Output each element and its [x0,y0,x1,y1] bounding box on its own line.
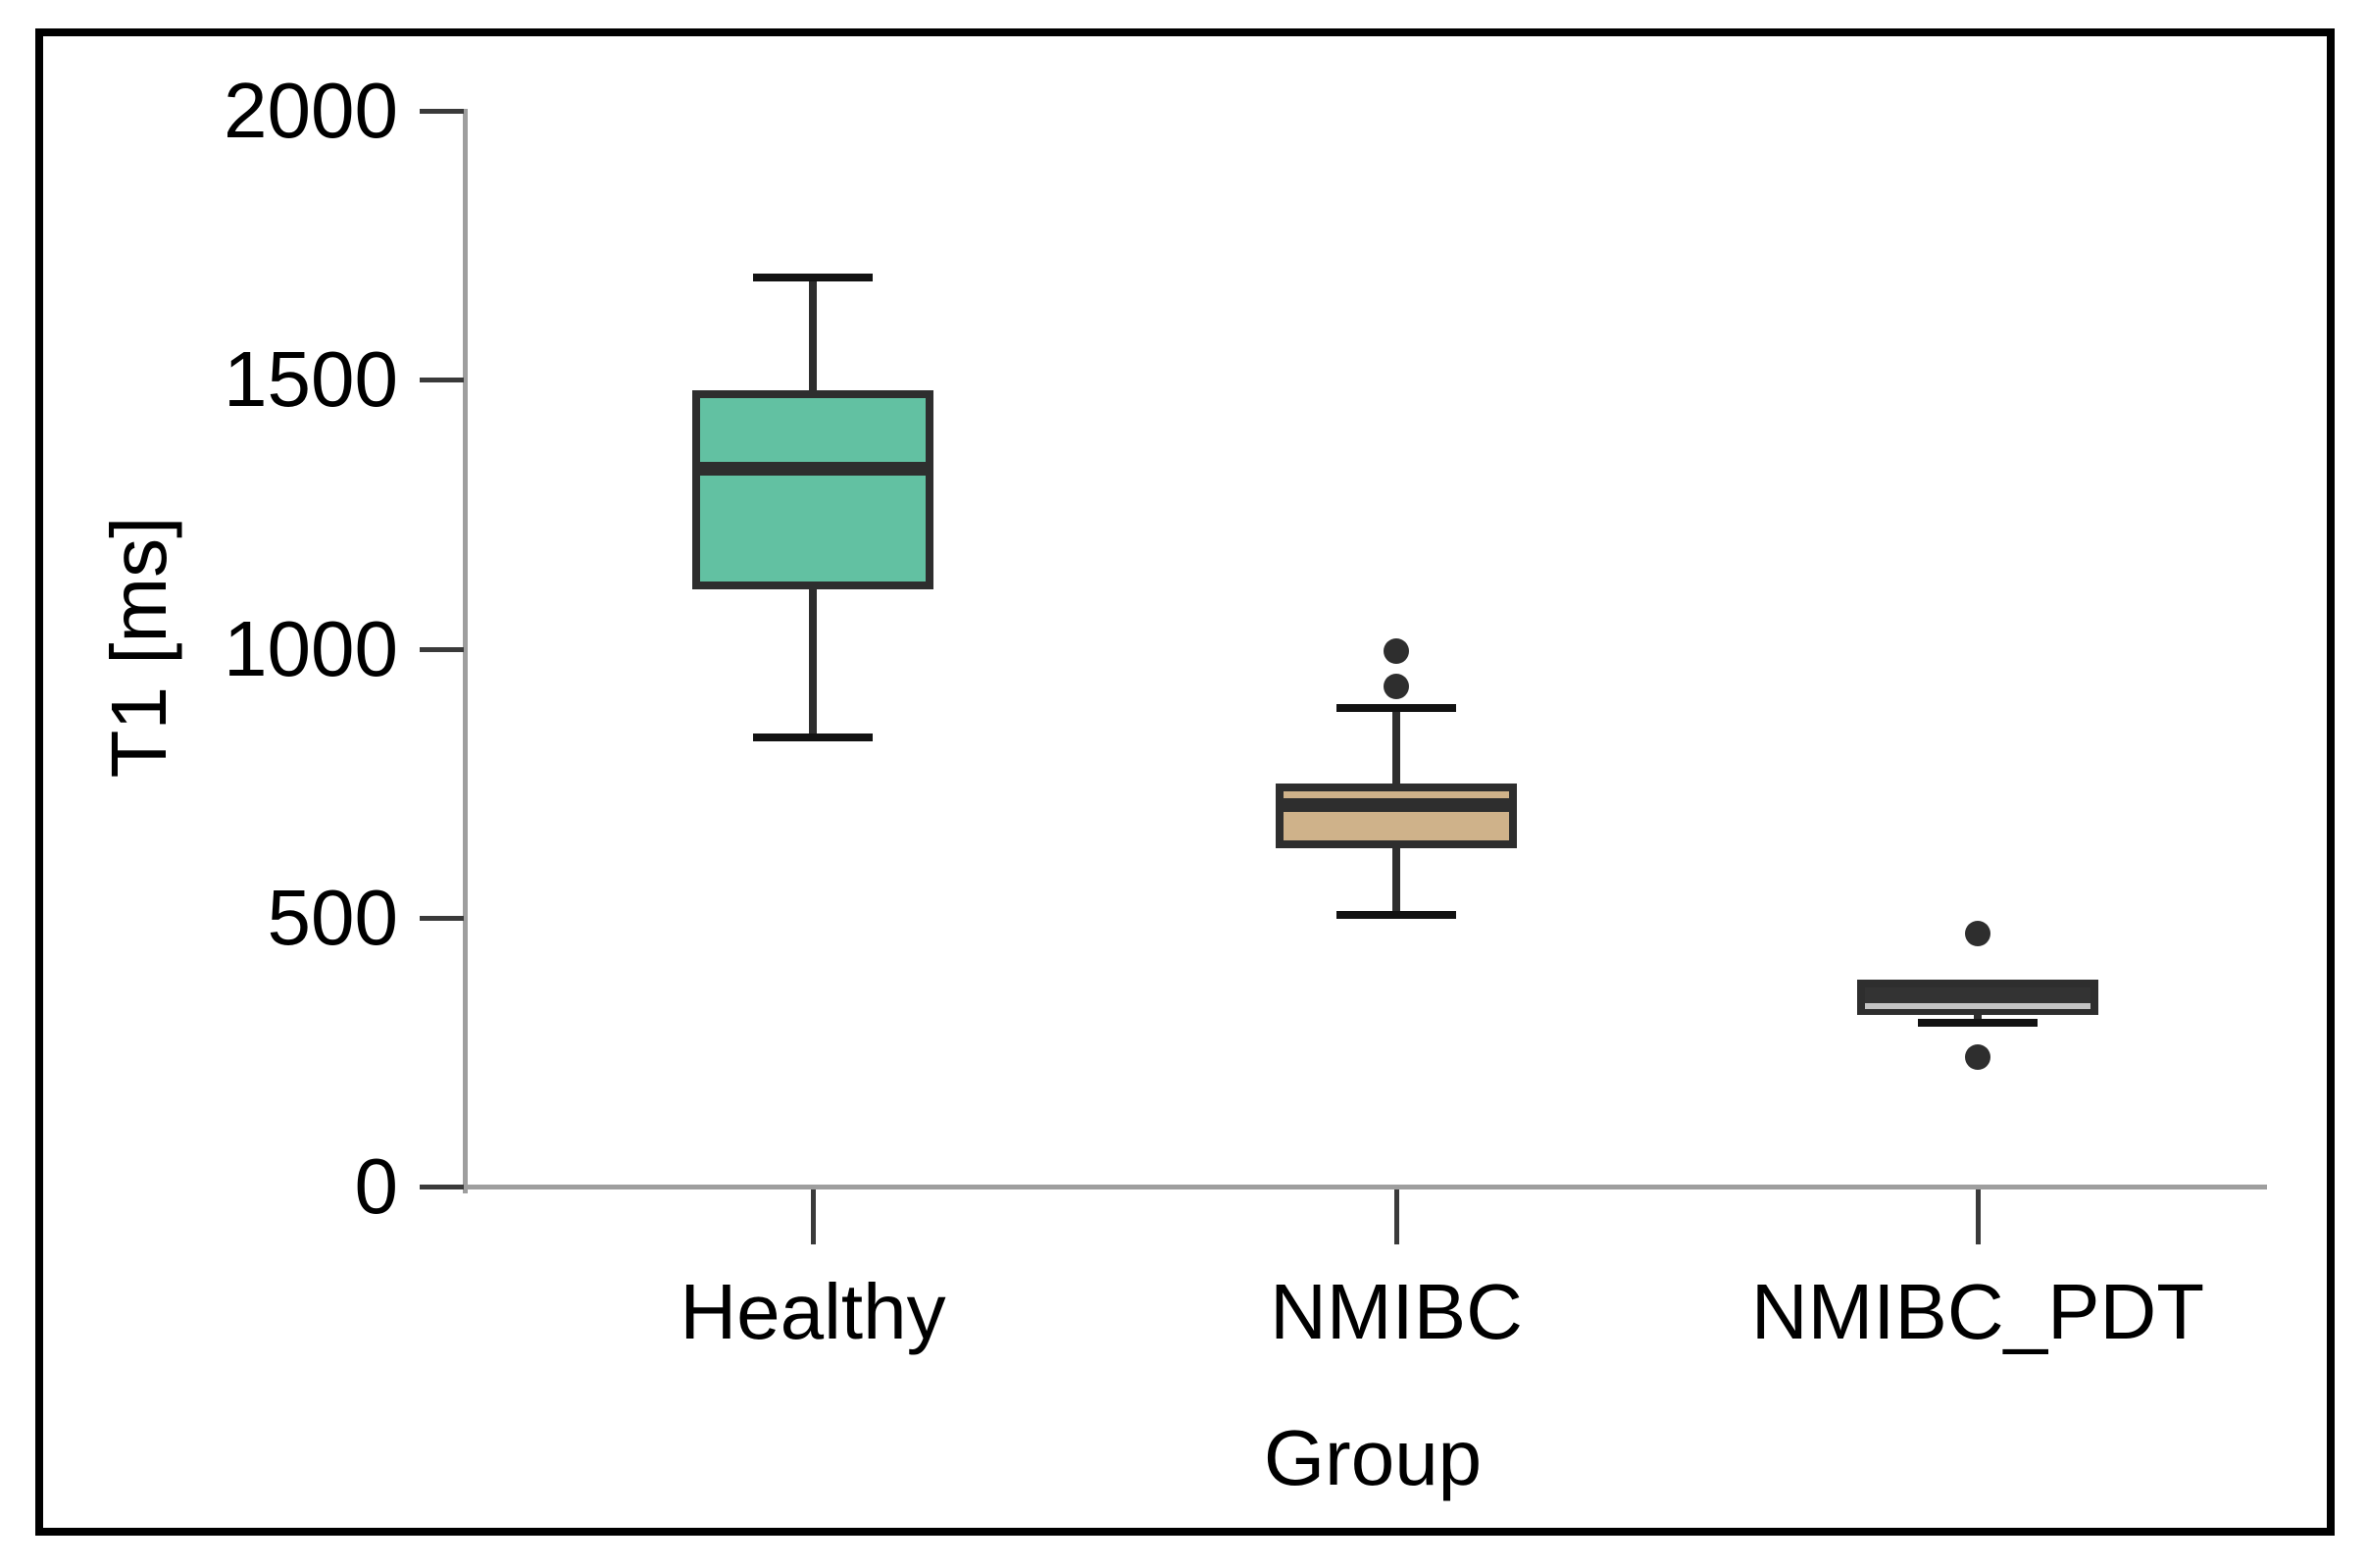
figure-border [35,28,2335,1536]
y-tick-label: 500 [267,874,398,961]
y-tick-label: 1000 [224,605,398,692]
median-line-nmibc [1284,798,1509,812]
whisker-upper-line-healthy [809,278,817,390]
x-axis-line [463,1185,2267,1189]
whisker-lower-line-nmibc-pdt [1974,1014,1982,1022]
outlier-dot-nmibc [1384,638,1409,664]
x-tick-mark [811,1189,816,1244]
whisker-lower-line-healthy [809,589,817,737]
y-tick-label: 1500 [224,335,398,423]
median-line-nmibc-pdt [1865,1003,2090,1009]
y-tick-mark [420,916,464,921]
y-tick-label: 2000 [224,67,398,154]
x-axis-title: Group [1263,1414,1483,1501]
y-tick-mark [420,378,464,382]
outlier-dot-nmibc-pdt [1965,921,1990,946]
y-axis-title: T1 [ms] [95,516,182,779]
median-line-healthy [700,462,926,476]
box-nmibc-pdt [1857,980,2098,1015]
y-axis-line [463,109,468,1193]
whisker-lower-cap-nmibc [1336,911,1456,919]
x-tick-label-healthy: Healthy [680,1268,946,1355]
y-tick-mark [420,647,464,652]
box-healthy [692,390,933,589]
x-tick-label-nmibc-pdt: NMIBC_PDT [1750,1268,2205,1355]
x-tick-mark [1394,1189,1399,1244]
outlier-dot-nmibc [1384,674,1409,699]
y-tick-mark [420,1185,464,1189]
whisker-lower-line-nmibc [1392,847,1400,915]
whisker-upper-cap-healthy [753,274,873,281]
x-tick-mark [1976,1189,1981,1244]
whisker-upper-cap-nmibc [1336,704,1456,712]
whisker-upper-line-nmibc [1392,708,1400,784]
y-tick-mark [420,109,464,114]
whisker-lower-cap-nmibc-pdt [1918,1019,2038,1027]
box-nmibc [1276,784,1517,848]
x-tick-label-nmibc: NMIBC [1270,1268,1523,1355]
whisker-lower-cap-healthy [753,733,873,741]
y-tick-label: 0 [354,1142,399,1230]
outlier-dot-nmibc-pdt [1965,1044,1990,1070]
